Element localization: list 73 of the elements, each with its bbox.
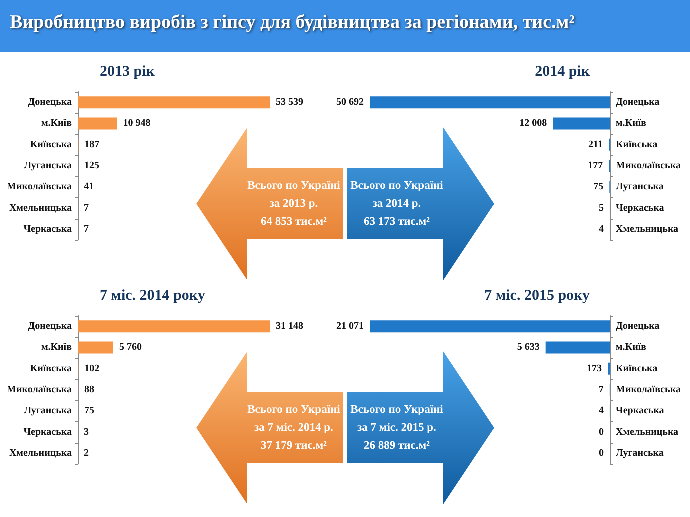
y-tick-label: Черкаська — [616, 202, 664, 214]
data-label: 3 — [84, 426, 90, 438]
data-label: 4 — [598, 406, 604, 417]
y-tick-label: Луганська — [616, 182, 664, 193]
data-label: 12 008 — [520, 118, 548, 130]
text: Виробництво виробів з гіпсу для будівництва за регіонами, тис.м² — [10, 12, 575, 34]
data-label: 0 — [599, 448, 604, 459]
data-label: 10 948 — [123, 118, 151, 130]
y-tick-label: Донецька — [616, 97, 660, 108]
data-label: 0 — [599, 426, 604, 438]
y-tick-label: Київська — [616, 363, 658, 374]
y-tick-label: Луганська — [24, 160, 72, 172]
data-label: 53 539 — [276, 97, 304, 108]
data-label: 4 — [598, 224, 604, 235]
chart-title: 7 міс. 2015 року — [484, 288, 590, 305]
y-tick-label: м.Київ — [41, 342, 73, 354]
data-label: 7 — [84, 202, 90, 214]
y-tick-label: Київська — [616, 139, 658, 150]
y-tick-label: м.Київ — [616, 342, 648, 354]
annotation: Всього по Україні за 7 міс. 2015 р. 26 889 тис.м² — [350, 403, 444, 454]
y-tick-label: Миколаївська — [7, 182, 72, 193]
data-label: 50 692 — [336, 97, 364, 108]
bar — [546, 342, 610, 354]
y-tick-label: Хмельницька — [9, 448, 72, 459]
data-label: 211 — [588, 139, 603, 150]
y-tick-label: Київська — [30, 139, 72, 150]
data-label: 41 — [84, 182, 94, 193]
data-label: 7 — [84, 224, 90, 235]
y-tick-label: м.Київ — [616, 118, 648, 130]
data-label: 5 — [598, 202, 604, 214]
y-tick-label: Миколаївська — [7, 384, 72, 396]
y-tick-label: Хмельницька — [616, 426, 679, 438]
y-tick-label: Хмельницька — [9, 202, 72, 214]
data-label: 2 — [84, 448, 90, 459]
y-tick-label: Луганська — [616, 448, 664, 459]
chart-title: 7 міс. 2014 року — [100, 288, 206, 305]
annotation: Всього по Україні за 7 міс. 2014 р. 37 179 тис.м² — [246, 403, 342, 454]
annotation: Всього по Україні за 2014 р. 63 173 тис.м² — [350, 179, 444, 230]
data-label: 75 — [594, 182, 604, 193]
bar — [78, 320, 270, 333]
data-label: 125 — [84, 160, 100, 172]
data-label: 187 — [84, 139, 100, 150]
bar — [78, 342, 114, 354]
data-label: 177 — [588, 160, 604, 172]
y-tick-label: Черкаська — [24, 224, 72, 235]
bar — [370, 96, 610, 109]
y-tick-label: м.Київ — [41, 118, 73, 130]
chart-title: 2013 рік — [100, 64, 155, 81]
data-label: 31 148 — [276, 321, 304, 332]
chart-title: 2014 рік — [535, 64, 590, 81]
data-label: 88 — [84, 384, 95, 396]
y-tick-label: Донецька — [28, 97, 72, 108]
y-tick-label: Донецька — [28, 321, 72, 332]
y-tick-label: Миколаївська — [616, 384, 681, 396]
bar — [553, 118, 610, 130]
bar — [370, 320, 610, 333]
y-tick-label: Черкаська — [24, 426, 72, 438]
data-label: 5 633 — [517, 342, 540, 354]
bar — [78, 96, 270, 109]
data-label: 5 760 — [120, 342, 142, 354]
y-tick-label: Черкаська — [616, 406, 664, 417]
y-tick-label: Хмельницька — [616, 224, 679, 235]
annotation: Всього по Україні за 2013 р. 64 853 тис.м² — [246, 179, 342, 230]
y-tick-label: Миколаївська — [616, 160, 681, 172]
data-label: 7 — [598, 384, 604, 396]
data-label: 21 071 — [336, 321, 364, 332]
y-tick-label: Донецька — [616, 321, 660, 332]
bar — [78, 118, 118, 130]
data-label: 173 — [587, 363, 602, 374]
data-label: 102 — [84, 363, 100, 374]
y-tick-label: Київська — [30, 363, 72, 374]
data-label: 75 — [84, 406, 94, 417]
y-tick-label: Луганська — [24, 406, 72, 417]
